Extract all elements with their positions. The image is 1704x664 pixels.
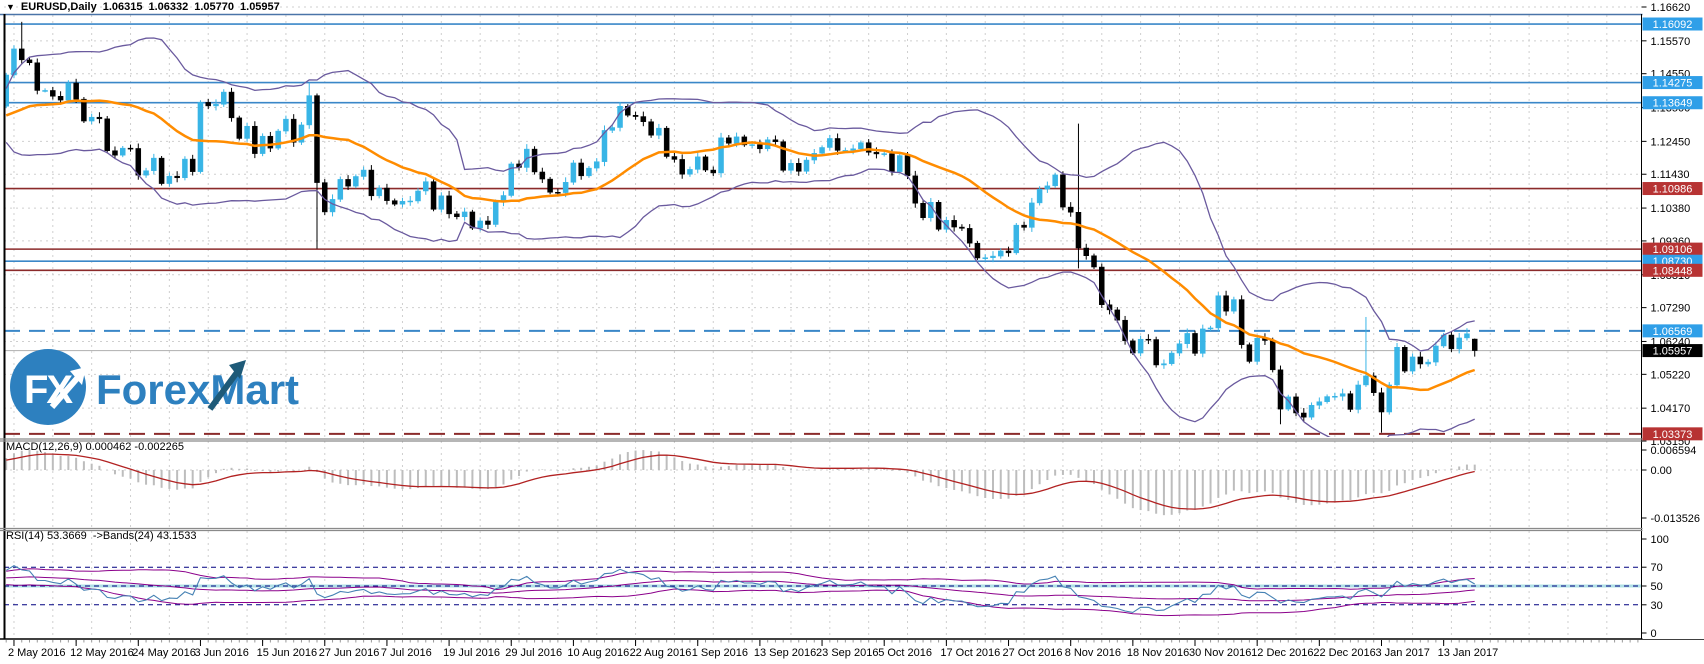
date-label: 27 Oct 2016 xyxy=(1003,647,1063,659)
level-price-label: 1.06569 xyxy=(1653,326,1693,338)
ohlc-open: 1.06315 xyxy=(102,1,143,13)
level-price-label: 1.13649 xyxy=(1653,98,1693,110)
macd-scale-label: -0.013526 xyxy=(1651,513,1701,525)
price-tick-label: 1.16620 xyxy=(1651,2,1691,14)
date-label: 29 Jul 2016 xyxy=(505,647,562,659)
price-axis[interactable]: 1.166201.155701.145501.135001.124501.114… xyxy=(1641,0,1704,640)
level-price-label: 1.09106 xyxy=(1653,244,1693,256)
date-label: 5 Oct 2016 xyxy=(878,647,932,659)
date-label: 17 Oct 2016 xyxy=(940,647,1000,659)
price-tick-label: 1.05220 xyxy=(1651,369,1691,381)
rsi-panel xyxy=(4,564,1641,617)
level-price-label: 1.08448 xyxy=(1653,265,1693,277)
forexmart-logo: FX ForexMart xyxy=(8,347,328,434)
rsi-scale-label: 70 xyxy=(1651,562,1663,574)
logo-m-arrow-icon xyxy=(207,369,241,411)
date-label: 3 Jun 2016 xyxy=(194,647,248,659)
level-price-label: 1.03373 xyxy=(1653,429,1693,441)
level-price-label: 1.05957 xyxy=(1653,346,1693,358)
macd-panel xyxy=(5,449,1476,516)
macd-scale-label: 0.00 xyxy=(1651,465,1672,477)
macd-scale-label: 0.006594 xyxy=(1651,445,1697,457)
date-label: 13 Jan 2017 xyxy=(1438,647,1499,659)
candles-layer xyxy=(4,21,1478,433)
price-tick-label: 1.07290 xyxy=(1651,303,1691,315)
price-tick-label: 1.11430 xyxy=(1651,169,1690,181)
ohlc-high: 1.06332 xyxy=(148,1,189,13)
rsi-scale-label: 50 xyxy=(1651,581,1663,593)
chart-title-bar: ▼ EURUSD,Daily 1.06315 1.06332 1.05770 1.0595… xyxy=(6,1,280,14)
date-label: 22 Dec 2016 xyxy=(1313,647,1375,659)
price-tick-label: 1.15570 xyxy=(1651,36,1691,48)
level-price-label: 1.16092 xyxy=(1653,19,1693,31)
date-label: 3 Jan 2017 xyxy=(1375,647,1429,659)
logo-fx-arrow-icon xyxy=(49,373,83,409)
ohlc-close: 1.05957 xyxy=(240,1,280,13)
symbol-period-label: EURUSD,Daily xyxy=(20,1,97,13)
overlay-indicators xyxy=(5,37,1476,437)
date-label: 8 Nov 2016 xyxy=(1065,647,1121,659)
date-label: 1 Sep 2016 xyxy=(692,647,748,659)
collapse-triangle-icon[interactable]: ▼ xyxy=(6,2,15,12)
forexmart-logo-circle xyxy=(10,349,86,425)
date-label: 30 Nov 2016 xyxy=(1189,647,1251,659)
price-tick-label: 1.12450 xyxy=(1651,136,1691,148)
horizontal-level-lines[interactable] xyxy=(4,23,1642,435)
date-label: 13 Sep 2016 xyxy=(754,647,816,659)
date-label: 12 Dec 2016 xyxy=(1251,647,1313,659)
rsi-scale-label: 100 xyxy=(1651,534,1669,546)
price-tick-label: 1.04170 xyxy=(1651,403,1691,415)
date-label: 24 May 2016 xyxy=(132,647,196,659)
logo-wordmark: ForexMart xyxy=(96,366,299,413)
date-label: 15 Jun 2016 xyxy=(257,647,318,659)
logo-m-arrowhead-icon xyxy=(229,360,246,379)
date-label: 27 Jun 2016 xyxy=(319,647,380,659)
panel-frame xyxy=(0,13,1704,640)
date-label: 19 Jul 2016 xyxy=(443,647,500,659)
rsi-indicator-label: RSI(14) 53.3669 ->Bands(24) 43.1533 xyxy=(6,530,197,542)
rsi-scale-label: 30 xyxy=(1651,600,1663,612)
date-label: 7 Jul 2016 xyxy=(381,647,432,659)
ohlc-low: 1.05770 xyxy=(194,1,235,13)
date-label: 22 Aug 2016 xyxy=(630,647,692,659)
level-price-label: 1.14275 xyxy=(1653,78,1693,90)
date-label: 10 Aug 2016 xyxy=(567,647,629,659)
level-price-label: 1.10986 xyxy=(1653,184,1693,196)
date-label: 12 May 2016 xyxy=(70,647,134,659)
rsi-scale-label: 0 xyxy=(1651,628,1657,640)
logo-fx-arrowhead-icon xyxy=(70,367,86,385)
date-label: 2 May 2016 xyxy=(8,647,65,659)
date-label: 18 Nov 2016 xyxy=(1127,647,1189,659)
price-tick-label: 1.10380 xyxy=(1651,203,1691,215)
macd-indicator-label: MACD(12,26,9) 0.000462 -0.002265 xyxy=(6,441,184,453)
date-label: 23 Sep 2016 xyxy=(816,647,878,659)
